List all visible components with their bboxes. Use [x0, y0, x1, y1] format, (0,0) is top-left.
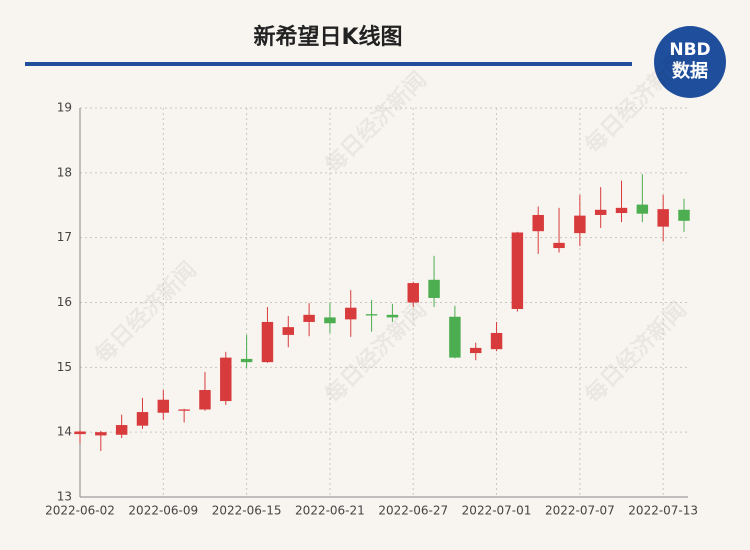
candle-body	[365, 314, 378, 316]
x-tick-label: 2022-06-21	[295, 504, 365, 518]
x-tick-label: 2022-07-01	[462, 504, 532, 518]
candle-body	[636, 204, 649, 214]
chart-title: 新希望日K线图	[253, 24, 402, 50]
candle-body	[449, 316, 461, 358]
x-tick-label: 2022-06-27	[378, 504, 448, 518]
candle-body	[261, 321, 274, 363]
x-tick-label: 2022-06-09	[128, 504, 198, 518]
candle-body	[345, 307, 357, 320]
y-tick-label: 14	[57, 425, 72, 439]
y-tick-label: 16	[57, 295, 72, 309]
logo-text: NBD	[669, 40, 710, 60]
title-rule	[25, 62, 632, 66]
candle-body	[511, 232, 524, 309]
x-tick-label: 2022-06-02	[45, 504, 115, 518]
candle-body	[615, 207, 628, 214]
x-tick-label: 2022-06-15	[212, 504, 282, 518]
candle-body	[115, 425, 128, 435]
candle-body	[657, 209, 669, 227]
y-tick-label: 18	[57, 165, 72, 179]
candle-body	[303, 314, 315, 322]
candle-body	[386, 314, 399, 318]
candle-body	[407, 283, 419, 303]
candle-body	[532, 214, 544, 232]
logo	[654, 26, 726, 98]
candle-body	[95, 432, 107, 436]
candle-body	[282, 327, 295, 335]
y-tick-label: 15	[57, 360, 72, 374]
candle-body	[324, 317, 336, 324]
y-tick-label: 17	[57, 230, 72, 244]
candle-body	[74, 431, 86, 435]
candle-body	[428, 279, 440, 298]
candle-body	[678, 209, 690, 221]
candle-body	[240, 358, 253, 363]
x-tick-label: 2022-07-13	[628, 504, 698, 518]
candle-body	[574, 215, 586, 234]
y-tick-label: 13	[57, 490, 72, 504]
y-tick-label: 19	[57, 101, 72, 115]
candle-body	[136, 412, 149, 426]
candle-body	[469, 347, 482, 354]
candle-body	[178, 409, 190, 411]
candle-body	[157, 399, 170, 413]
x-tick-label: 2022-07-07	[545, 504, 615, 518]
logo-text: 数据	[672, 60, 708, 82]
candle-body	[199, 390, 211, 410]
candle-body	[594, 209, 607, 215]
candle-body	[220, 357, 232, 402]
candle-body	[553, 242, 565, 249]
candle-body	[490, 332, 503, 350]
